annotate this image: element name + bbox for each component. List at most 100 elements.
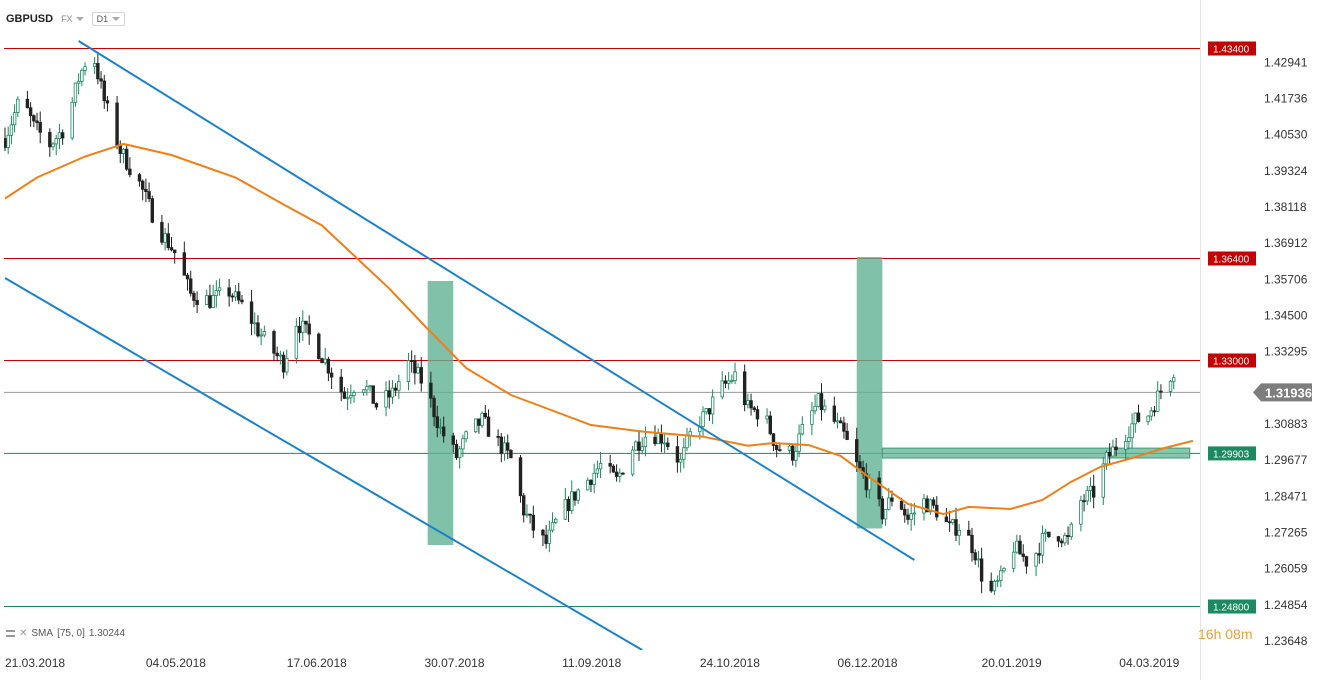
candle-body <box>1088 485 1093 492</box>
candle-body <box>227 287 231 297</box>
candle-body <box>317 333 321 360</box>
candle-body <box>233 291 238 298</box>
candle-body <box>169 247 174 251</box>
candle-body <box>999 570 1003 581</box>
candle-body <box>281 354 286 373</box>
candle-body <box>115 102 119 146</box>
candle-body <box>499 436 504 454</box>
candle-body <box>480 412 484 426</box>
candle-body <box>419 367 423 384</box>
candle-body <box>38 122 42 133</box>
candle-body <box>461 438 465 450</box>
chevron-down-icon <box>112 17 121 21</box>
candle-body <box>749 400 753 409</box>
channel-trendline[interactable] <box>78 40 915 561</box>
projection-box <box>427 281 454 545</box>
indicator-params: [75, 0] <box>57 628 85 639</box>
candle-body <box>124 148 129 170</box>
candle-body <box>1011 551 1016 569</box>
remove-indicator-icon[interactable]: ✕ <box>19 628 28 639</box>
candle-body <box>9 124 14 136</box>
x-tick-label: 17.06.2018 <box>287 656 347 670</box>
candle-body <box>653 436 657 445</box>
candle-body <box>598 463 603 470</box>
candle-body <box>973 552 977 561</box>
symbol-label[interactable]: GBPUSD <box>6 13 54 25</box>
candle-body <box>659 433 664 444</box>
candle-body <box>80 69 84 82</box>
market-selector[interactable]: FX <box>61 14 84 24</box>
candle-body <box>99 78 103 82</box>
candle-body <box>483 412 487 418</box>
level-price-label-bg <box>1208 353 1256 368</box>
candle-body <box>320 358 324 364</box>
candle-body <box>970 534 974 554</box>
channel-trendline[interactable] <box>4 277 643 650</box>
candle-body <box>195 300 199 305</box>
candle-body <box>906 514 910 520</box>
candle-body <box>1037 553 1041 556</box>
candle-body <box>1133 412 1138 425</box>
candle-body <box>441 426 446 437</box>
candle-body <box>185 274 190 280</box>
level-price-label-bg <box>1208 251 1256 266</box>
x-tick-label: 06.12.2018 <box>838 656 898 670</box>
candle-body <box>541 529 545 536</box>
indicator-value: 1.30244 <box>88 628 126 639</box>
candle-body <box>1079 500 1083 525</box>
y-tick-label: 1.35706 <box>1264 272 1308 286</box>
level-price-label-bg <box>1208 446 1256 461</box>
candle-body <box>909 513 913 520</box>
candle-body <box>339 376 343 393</box>
candle-body <box>329 372 334 378</box>
candle-body <box>35 120 39 123</box>
candle-body <box>947 521 952 524</box>
candle-body <box>438 426 443 429</box>
candle-body <box>16 98 20 113</box>
candle-body <box>73 82 78 103</box>
candle-body <box>611 465 616 473</box>
candle-body <box>486 416 491 437</box>
candle-body <box>1059 540 1064 544</box>
candle-body <box>406 360 411 382</box>
candle-body <box>262 331 267 336</box>
candle-body <box>25 98 30 109</box>
y-tick-label: 1.39324 <box>1264 164 1308 178</box>
y-tick-label: 1.40530 <box>1264 128 1308 142</box>
candle-body <box>361 389 366 393</box>
candle-body <box>454 443 459 459</box>
candle-body <box>951 519 955 524</box>
candle-body <box>887 497 891 510</box>
candle-body <box>810 410 814 425</box>
x-tick-label: 20.01.2019 <box>982 656 1042 670</box>
candle-body <box>710 396 715 415</box>
candle-body <box>608 463 612 467</box>
candle-body <box>192 292 196 301</box>
candle-body <box>70 101 74 139</box>
candle-body <box>925 498 929 513</box>
timeframe-selector[interactable]: D1 <box>91 12 126 26</box>
candle-body <box>1091 485 1096 498</box>
candle-body <box>54 138 58 145</box>
candle-body <box>102 80 106 102</box>
candle-body <box>397 381 401 391</box>
candle-body <box>976 558 981 561</box>
candle-body <box>473 418 478 433</box>
x-tick-label: 11.09.2018 <box>562 656 621 670</box>
candle-body <box>823 405 827 411</box>
candle-body <box>259 334 263 337</box>
candle-body <box>1127 437 1131 442</box>
candle-body <box>614 471 619 477</box>
indicator-settings-icon[interactable] <box>6 630 15 637</box>
candle-body <box>858 461 862 468</box>
plot-area[interactable] <box>4 40 1200 650</box>
level-price-label-bg <box>1208 41 1256 56</box>
candle-body <box>413 360 417 374</box>
candle-body <box>566 499 571 512</box>
candle-body <box>1107 451 1112 457</box>
candle-body <box>230 295 235 298</box>
timer-minutes-unit: m <box>1240 626 1253 642</box>
candle-body <box>1056 536 1061 542</box>
